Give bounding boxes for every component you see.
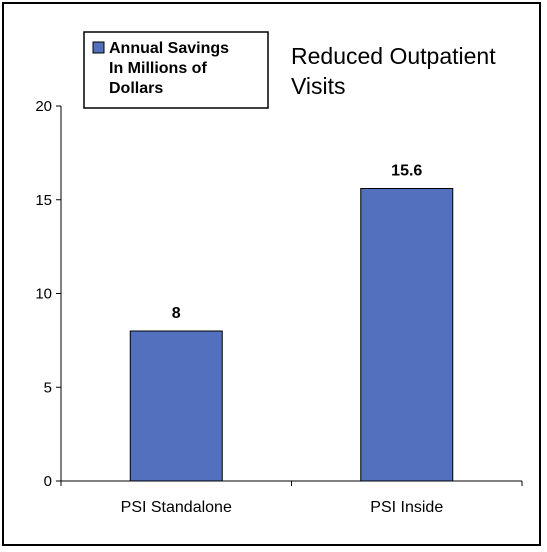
legend: Annual Savings In Millions of Dollars — [83, 31, 269, 109]
y-tick-label: 0 — [44, 473, 52, 490]
legend-swatch — [92, 41, 105, 54]
data-label: 15.6 — [391, 163, 422, 180]
y-tick-label: 15 — [35, 192, 52, 209]
data-label: 8 — [172, 305, 181, 322]
y-tick-label: 20 — [35, 98, 52, 115]
data-labels: 815.6 — [172, 163, 423, 323]
legend-box — [83, 31, 269, 109]
chart-title-line: Visits — [291, 73, 346, 99]
x-category-label: PSI Inside — [370, 499, 443, 516]
y-tick-label: 10 — [35, 286, 52, 303]
legend-label: Annual Savings — [109, 40, 229, 57]
chart-title: Reduced Outpatient Visits — [291, 43, 496, 99]
y-tick-label: 5 — [44, 379, 52, 396]
bars — [129, 188, 454, 482]
x-category-label: PSI Standalone — [121, 499, 232, 516]
bar — [129, 330, 223, 482]
legend-label: In Millions of — [109, 60, 207, 77]
bar — [360, 188, 454, 482]
chart-title-line: Reduced Outpatient — [291, 43, 496, 69]
legend-label: Dollars — [109, 80, 163, 97]
